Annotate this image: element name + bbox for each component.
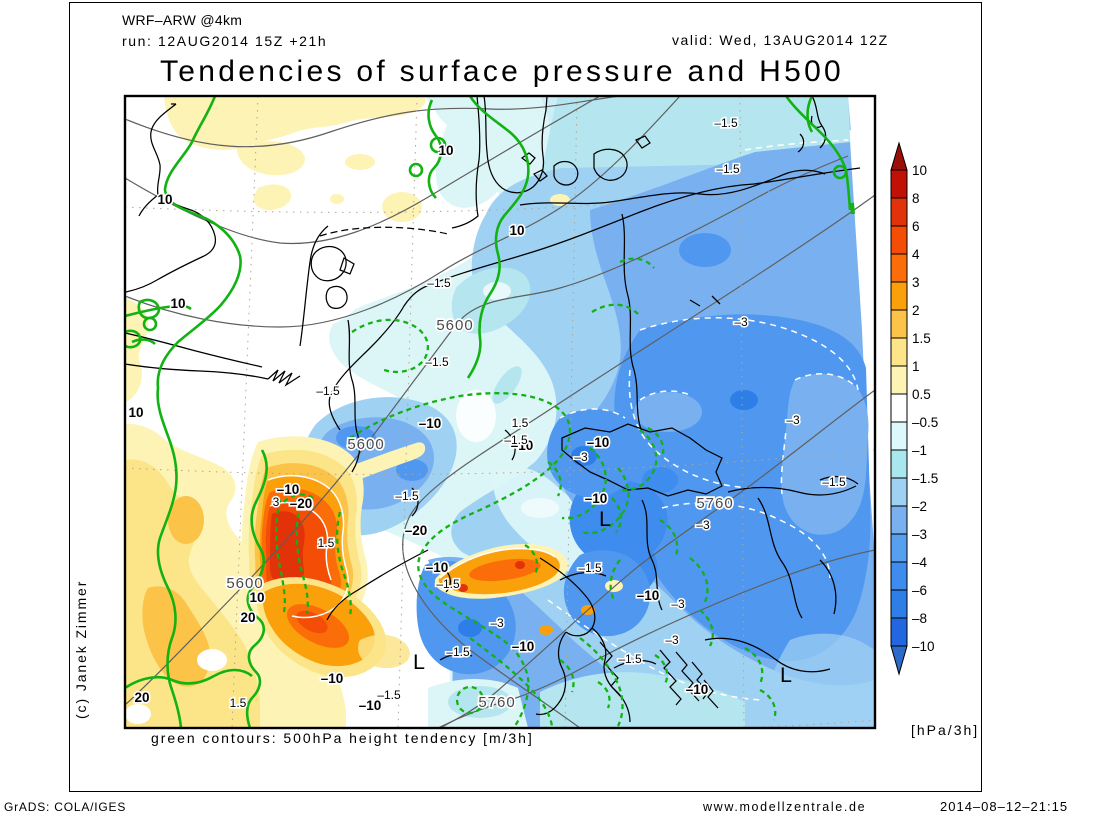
svg-text:–0.5: –0.5 bbox=[912, 415, 938, 430]
svg-text:–1.5: –1.5 bbox=[377, 688, 401, 702]
svg-text:10: 10 bbox=[509, 223, 524, 238]
svg-text:L: L bbox=[413, 650, 425, 674]
svg-text:–3: –3 bbox=[490, 616, 504, 630]
svg-text:WRF–ARW @4km: WRF–ARW @4km bbox=[122, 12, 242, 28]
svg-text:8: 8 bbox=[912, 191, 920, 206]
svg-text:20: 20 bbox=[134, 690, 149, 705]
svg-text:–1.5: –1.5 bbox=[716, 162, 740, 176]
svg-text:L: L bbox=[599, 507, 611, 531]
svg-text:10: 10 bbox=[128, 405, 143, 420]
svg-text:–10: –10 bbox=[512, 639, 535, 654]
svg-text:5760: 5760 bbox=[478, 694, 515, 711]
svg-text:green contours: 500hPa height: green contours: 500hPa height tendency [… bbox=[151, 730, 534, 746]
svg-text:2014–08–12–21:15: 2014–08–12–21:15 bbox=[940, 799, 1068, 814]
svg-text:–20: –20 bbox=[405, 523, 428, 538]
svg-text:–1.5: –1.5 bbox=[427, 276, 451, 290]
svg-text:–3: –3 bbox=[671, 597, 685, 611]
svg-text:–10: –10 bbox=[426, 560, 449, 575]
svg-text:[hPa/3h]: [hPa/3h] bbox=[911, 722, 979, 738]
svg-text:–3: –3 bbox=[786, 413, 800, 427]
svg-text:2: 2 bbox=[912, 303, 920, 318]
svg-text:–1.5: –1.5 bbox=[446, 645, 470, 659]
svg-text:–3: –3 bbox=[912, 527, 927, 542]
svg-text:L: L bbox=[780, 663, 792, 687]
svg-text:–1.5: –1.5 bbox=[618, 652, 642, 666]
svg-text:3: 3 bbox=[273, 495, 280, 509]
svg-text:–10: –10 bbox=[637, 588, 660, 603]
svg-text:10: 10 bbox=[438, 143, 453, 158]
svg-text:–10: –10 bbox=[419, 416, 442, 431]
svg-text:20: 20 bbox=[240, 610, 255, 625]
svg-text:–3: –3 bbox=[696, 518, 710, 532]
svg-text:–1.5: –1.5 bbox=[578, 561, 602, 575]
svg-text:6: 6 bbox=[912, 219, 920, 234]
svg-text:5600: 5600 bbox=[347, 436, 384, 453]
svg-text:10: 10 bbox=[170, 296, 185, 311]
svg-text:–4: –4 bbox=[912, 555, 928, 570]
svg-text:(c) Janek Zimmer: (c) Janek Zimmer bbox=[73, 580, 89, 719]
svg-text:5760: 5760 bbox=[696, 495, 733, 512]
svg-text:–1.5: –1.5 bbox=[912, 471, 938, 486]
svg-text:–10: –10 bbox=[587, 435, 610, 450]
svg-text:–3: –3 bbox=[665, 633, 679, 647]
svg-text:–1.5: –1.5 bbox=[504, 433, 528, 447]
svg-text:–10: –10 bbox=[321, 671, 344, 686]
svg-text:1.5: 1.5 bbox=[512, 416, 529, 430]
svg-text:10: 10 bbox=[157, 192, 172, 207]
svg-text:–10: –10 bbox=[912, 639, 935, 654]
svg-text:–1.5: –1.5 bbox=[316, 384, 340, 398]
svg-text:4: 4 bbox=[912, 247, 920, 262]
svg-text:valid: Wed, 13AUG2014 12Z: valid: Wed, 13AUG2014 12Z bbox=[672, 32, 889, 48]
svg-text:1.5: 1.5 bbox=[230, 696, 247, 710]
svg-text:1.5: 1.5 bbox=[912, 331, 931, 346]
svg-text:–10: –10 bbox=[686, 682, 709, 697]
svg-text:–3: –3 bbox=[734, 315, 748, 329]
svg-text:5600: 5600 bbox=[226, 575, 263, 592]
svg-text:10: 10 bbox=[912, 163, 927, 178]
svg-text:3: 3 bbox=[912, 275, 920, 290]
svg-text:–1: –1 bbox=[912, 443, 927, 458]
svg-text:–2: –2 bbox=[912, 499, 927, 514]
svg-text:1.5: 1.5 bbox=[318, 536, 335, 550]
svg-text:–10: –10 bbox=[585, 491, 608, 506]
svg-text:–1.5: –1.5 bbox=[395, 489, 419, 503]
svg-text:–1.5: –1.5 bbox=[436, 577, 460, 591]
svg-text:–10: –10 bbox=[359, 698, 382, 713]
svg-text:–10: –10 bbox=[511, 438, 534, 453]
svg-text:–8: –8 bbox=[912, 611, 927, 626]
svg-text:0.5: 0.5 bbox=[912, 387, 931, 402]
svg-text:Tendencies of surface pressure: Tendencies of surface pressure and H500 bbox=[160, 55, 844, 88]
svg-text:–10: –10 bbox=[277, 482, 300, 497]
svg-text:10: 10 bbox=[249, 590, 264, 605]
svg-text:–3: –3 bbox=[574, 450, 588, 464]
svg-text:–1.5: –1.5 bbox=[425, 355, 449, 369]
svg-text:www.modellzentrale.de: www.modellzentrale.de bbox=[702, 800, 866, 814]
svg-text:GrADS: COLA/IGES: GrADS: COLA/IGES bbox=[4, 800, 126, 814]
svg-text:–1.5: –1.5 bbox=[714, 116, 738, 130]
svg-text:1: 1 bbox=[912, 359, 920, 374]
svg-text:–1.5: –1.5 bbox=[822, 475, 846, 489]
svg-text:5600: 5600 bbox=[436, 317, 473, 334]
svg-text:–6: –6 bbox=[912, 583, 927, 598]
svg-text:run: 12AUG2014 15Z +21h: run: 12AUG2014 15Z +21h bbox=[122, 33, 327, 49]
svg-text:20: 20 bbox=[297, 497, 312, 512]
svg-text:–20: –20 bbox=[290, 496, 313, 511]
